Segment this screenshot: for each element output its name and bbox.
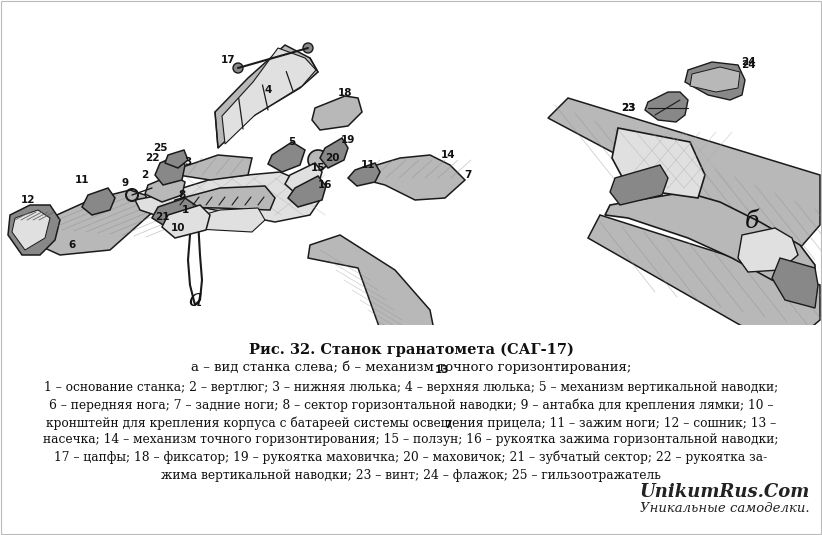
Text: 13: 13 [435, 365, 450, 375]
Polygon shape [610, 165, 668, 205]
Polygon shape [145, 175, 185, 202]
Polygon shape [548, 98, 820, 248]
Polygon shape [215, 45, 318, 148]
Text: 8: 8 [178, 190, 186, 200]
Text: 18: 18 [338, 88, 353, 98]
Text: 20: 20 [325, 153, 339, 163]
Polygon shape [268, 142, 305, 172]
Text: 24: 24 [741, 57, 755, 67]
Text: б: б [745, 210, 760, 233]
Text: насечка; 14 – механизм точного горизонтирования; 15 – ползун; 16 – рукоятка зажи: насечка; 14 – механизм точного горизонти… [44, 433, 778, 447]
Text: 25: 25 [153, 143, 167, 153]
Text: Рис. 32. Станок гранатомета (САГ-17): Рис. 32. Станок гранатомета (САГ-17) [248, 343, 574, 357]
Circle shape [233, 63, 243, 73]
Polygon shape [152, 198, 198, 228]
Polygon shape [135, 172, 320, 222]
Polygon shape [12, 210, 50, 250]
Text: 6 – передняя нога; 7 – задние ноги; 8 – сектор горизонтальной наводки; 9 – антаб: 6 – передняя нога; 7 – задние ноги; 8 – … [48, 399, 774, 412]
Text: кронштейн для крепления корпуса с батареей системы освещения прицела; 11 – зажим: кронштейн для крепления корпуса с батаре… [46, 416, 776, 430]
Polygon shape [182, 208, 265, 232]
Polygon shape [28, 190, 155, 255]
Polygon shape [358, 155, 465, 200]
Text: 16: 16 [318, 180, 332, 190]
Text: 24: 24 [741, 60, 755, 70]
Text: 15: 15 [311, 163, 326, 173]
Text: 17: 17 [220, 55, 235, 65]
Polygon shape [690, 67, 740, 92]
Polygon shape [388, 380, 465, 455]
Text: 4: 4 [265, 85, 272, 95]
Polygon shape [165, 150, 188, 168]
Text: 17 – цапфы; 18 – фиксатор; 19 – рукоятка маховичка; 20 – маховичок; 21 – зубчаты: 17 – цапфы; 18 – фиксатор; 19 – рукоятка… [54, 451, 768, 464]
Text: а: а [188, 288, 202, 311]
Polygon shape [612, 128, 705, 198]
Text: 12: 12 [21, 195, 35, 205]
Polygon shape [685, 62, 745, 100]
Polygon shape [395, 384, 448, 443]
Text: 11: 11 [75, 175, 90, 185]
Text: 22: 22 [145, 153, 159, 163]
Text: 19: 19 [341, 135, 355, 145]
Bar [0, 325, 822, 535]
Polygon shape [285, 163, 322, 192]
Circle shape [308, 150, 328, 170]
Text: 2: 2 [141, 170, 149, 180]
Circle shape [303, 43, 313, 53]
Text: 7: 7 [445, 420, 451, 430]
Polygon shape [588, 215, 820, 345]
Text: 10: 10 [171, 223, 185, 233]
Polygon shape [645, 92, 688, 122]
Polygon shape [605, 192, 815, 290]
Polygon shape [178, 155, 252, 180]
Text: жима вертикальной наводки; 23 – винт; 24 – флажок; 25 – гильзоотражатель: жима вертикальной наводки; 23 – винт; 24… [161, 469, 661, 482]
Text: UnikumRus.Com: UnikumRus.Com [640, 483, 810, 501]
Text: 7: 7 [464, 170, 472, 180]
Polygon shape [8, 205, 60, 255]
Polygon shape [222, 48, 316, 144]
Polygon shape [162, 205, 210, 238]
Text: 6: 6 [68, 240, 76, 250]
Text: 1 – основание станка; 2 – вертлюг; 3 – нижняя люлька; 4 – верхняя люлька; 5 – ме: 1 – основание станка; 2 – вертлюг; 3 – н… [44, 381, 778, 394]
Polygon shape [348, 163, 380, 186]
Polygon shape [82, 188, 115, 215]
Text: 11: 11 [361, 160, 376, 170]
Text: 1: 1 [182, 205, 188, 215]
Polygon shape [738, 228, 798, 272]
Text: 21: 21 [155, 212, 169, 222]
Polygon shape [155, 155, 185, 185]
Polygon shape [288, 176, 326, 207]
Text: 3: 3 [184, 157, 192, 167]
Polygon shape [772, 258, 818, 308]
Polygon shape [312, 96, 362, 130]
Text: 14: 14 [441, 150, 455, 160]
Text: 9: 9 [122, 178, 128, 188]
Polygon shape [172, 186, 275, 210]
Text: 23: 23 [621, 103, 635, 113]
Text: а – вид станка слева; б – механизм точного горизонтирования;: а – вид станка слева; б – механизм точно… [191, 361, 631, 374]
Text: 5: 5 [289, 137, 296, 147]
Text: 23: 23 [621, 103, 635, 113]
Text: Уникальные самоделки.: Уникальные самоделки. [640, 502, 810, 515]
Polygon shape [320, 138, 348, 168]
Polygon shape [308, 235, 445, 405]
